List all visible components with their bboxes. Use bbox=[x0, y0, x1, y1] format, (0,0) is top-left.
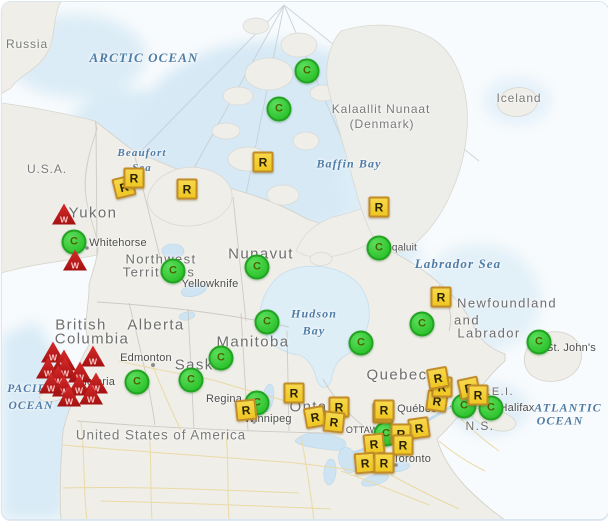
marker-letter: R bbox=[379, 403, 389, 417]
marker-letter: W bbox=[64, 396, 74, 406]
c-marker[interactable]: C bbox=[208, 345, 234, 371]
marker-letter: R bbox=[432, 370, 444, 386]
marker-letter: C bbox=[169, 264, 177, 277]
r-marker[interactable]: R bbox=[368, 196, 390, 218]
r-marker[interactable]: R bbox=[234, 398, 258, 422]
marker-letter: C bbox=[303, 64, 311, 77]
marker-letter: C bbox=[418, 317, 426, 330]
marker-letter: C bbox=[253, 260, 261, 273]
c-marker[interactable]: C bbox=[294, 58, 320, 84]
marker-letter: W bbox=[88, 356, 98, 366]
r-marker[interactable]: R bbox=[252, 151, 274, 173]
marker-letter: R bbox=[182, 182, 192, 196]
c-marker[interactable]: C bbox=[178, 367, 204, 393]
r-marker[interactable]: R bbox=[322, 410, 346, 434]
c-marker[interactable]: C bbox=[366, 235, 392, 261]
greenland-landmass bbox=[326, 24, 468, 253]
marker-letter: R bbox=[258, 155, 268, 169]
c-marker[interactable]: C bbox=[244, 254, 270, 280]
marker-letter: C bbox=[275, 102, 283, 115]
marker-letter: C bbox=[375, 241, 383, 254]
c-marker[interactable]: C bbox=[409, 311, 435, 337]
r-marker[interactable]: R bbox=[123, 167, 145, 189]
warning-triangle-marker[interactable]: W bbox=[52, 203, 76, 225]
marker-letter: R bbox=[436, 290, 446, 304]
r-marker[interactable]: R bbox=[425, 365, 451, 391]
marker-letter: R bbox=[129, 171, 139, 185]
hudson-bay-water bbox=[259, 265, 370, 388]
marker-letter: R bbox=[473, 388, 483, 402]
marker-letter: C bbox=[70, 235, 78, 248]
marker-letter: C bbox=[187, 373, 195, 386]
marker-letter: W bbox=[59, 214, 69, 224]
marker-letter: R bbox=[289, 386, 299, 400]
marker-letter: R bbox=[368, 436, 380, 452]
r-marker[interactable]: R bbox=[430, 286, 452, 308]
r-marker[interactable]: R bbox=[373, 399, 395, 421]
r-marker[interactable]: R bbox=[467, 384, 489, 406]
marker-letter: C bbox=[535, 335, 543, 348]
marker-letter: W bbox=[48, 352, 58, 362]
marker-letter: R bbox=[413, 420, 425, 436]
marker-letter: C bbox=[133, 375, 141, 388]
r-marker[interactable]: R bbox=[283, 382, 305, 404]
c-marker[interactable]: C bbox=[348, 330, 374, 356]
marker-letter: W bbox=[74, 385, 84, 395]
marker-letter: W bbox=[86, 394, 96, 404]
marker-letter: R bbox=[240, 402, 252, 418]
marker-letter: R bbox=[309, 409, 321, 425]
c-marker[interactable]: C bbox=[526, 329, 552, 355]
marker-letter: W bbox=[70, 260, 80, 270]
russia-landmass bbox=[2, 2, 62, 94]
road-lines bbox=[62, 360, 500, 519]
marker-letter: C bbox=[357, 336, 365, 349]
r-marker[interactable]: R bbox=[176, 178, 198, 200]
iceland-landmass bbox=[496, 87, 538, 117]
c-marker[interactable]: C bbox=[61, 229, 87, 255]
marker-letter: R bbox=[398, 438, 408, 452]
marker-letter: R bbox=[379, 456, 389, 470]
marker-letter: C bbox=[263, 315, 271, 328]
marker-letter: R bbox=[374, 200, 384, 214]
marker-letter: C bbox=[217, 351, 225, 364]
r-marker[interactable]: R bbox=[392, 434, 414, 456]
c-marker[interactable]: C bbox=[266, 96, 292, 122]
marker-letter: R bbox=[360, 455, 370, 471]
marker-letter: R bbox=[328, 414, 340, 430]
c-marker[interactable]: C bbox=[254, 309, 280, 335]
c-marker[interactable]: C bbox=[160, 258, 186, 284]
r-marker[interactable]: R bbox=[373, 452, 395, 474]
marker-letter: W bbox=[46, 383, 56, 393]
c-marker[interactable]: C bbox=[124, 369, 150, 395]
warning-triangle-marker[interactable]: W bbox=[81, 345, 105, 367]
